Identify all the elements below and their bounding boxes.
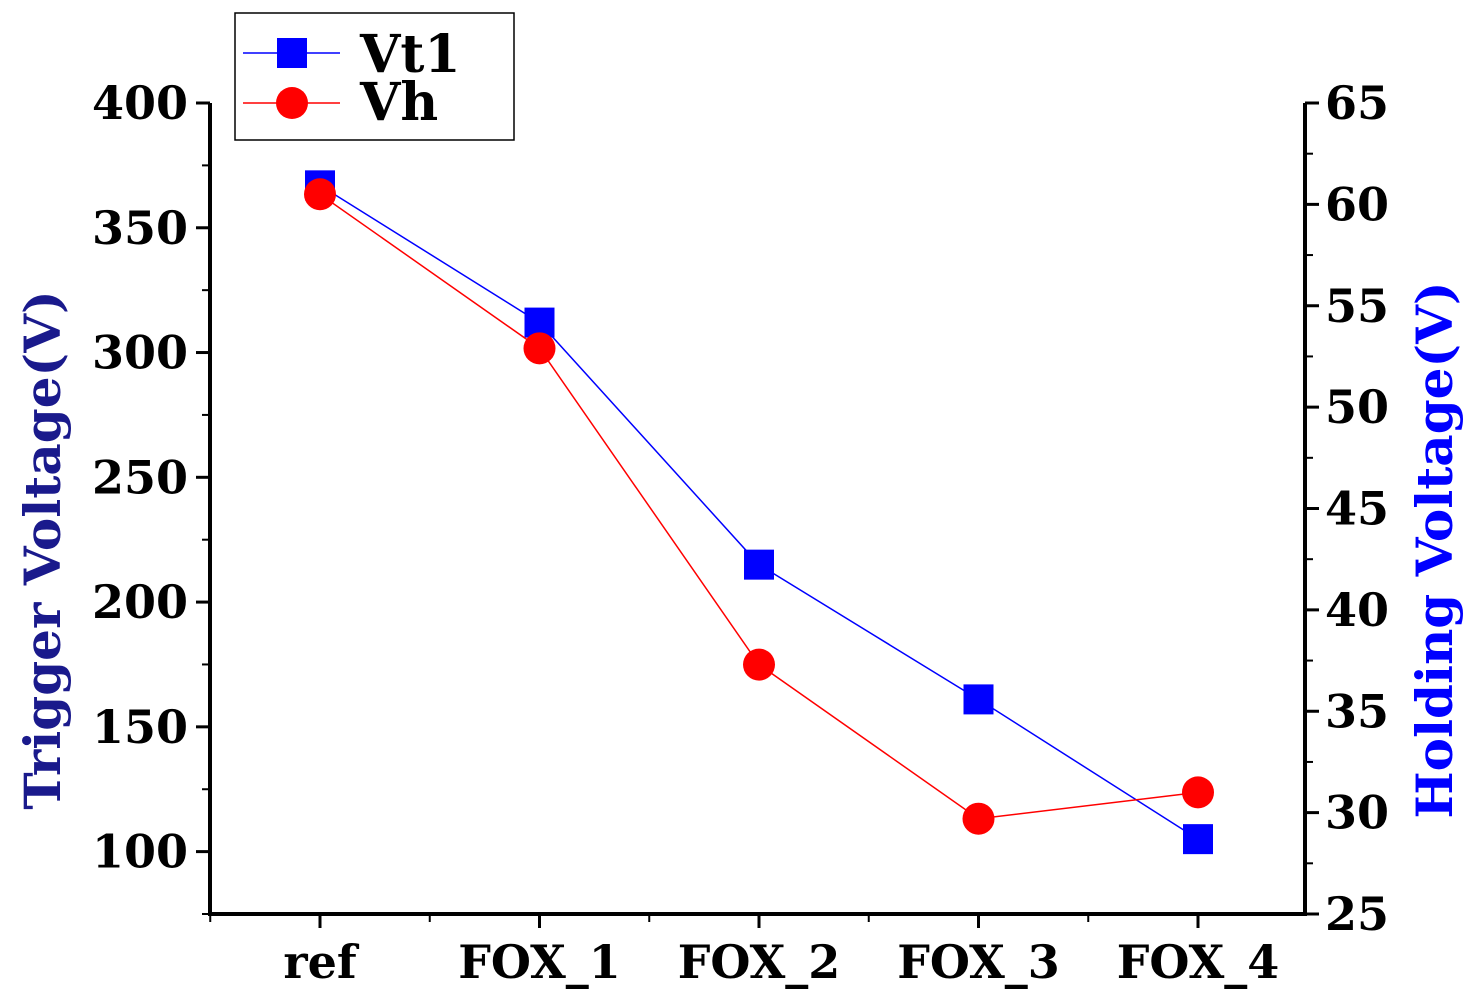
data-point-vh — [743, 648, 775, 681]
left-tick-label: 150 — [92, 700, 188, 754]
data-point-vh — [304, 178, 336, 211]
x-tick-label: FOX_4 — [1117, 935, 1280, 989]
plot-frame — [208, 103, 1307, 916]
x-tick-label: ref — [283, 935, 360, 989]
legend-label-vt1: Vt1 — [359, 24, 461, 85]
data-point-vh — [962, 802, 995, 835]
data-point-vt1 — [1183, 824, 1213, 855]
legend-label-vh: Vh — [359, 72, 438, 133]
right-axis-ticks: 25 30 35 40 45 50 55 60 65 — [1305, 76, 1389, 941]
left-tick-label: 200 — [92, 575, 188, 629]
x-axis-ticks: ref FOX_1 FOX_2 FOX_3 FOX_4 — [209, 914, 1280, 989]
data-point-vh — [1182, 776, 1214, 809]
left-axis-title: Trigger Voltage(V) — [13, 290, 72, 809]
right-tick-label: 65 — [1325, 76, 1389, 130]
right-tick-label: 30 — [1325, 786, 1389, 840]
data-point-vh — [523, 332, 556, 365]
legend-marker-vt1 — [277, 38, 307, 68]
left-tick-label: 100 — [92, 825, 188, 879]
legend-box — [234, 12, 515, 141]
data-point-vt1 — [744, 549, 774, 580]
left-tick-label: 250 — [92, 450, 188, 504]
series-line-vh — [319, 193, 1199, 820]
series-layer — [304, 170, 1214, 855]
x-tick-label: FOX_1 — [458, 935, 621, 989]
left-tick-label: 350 — [92, 201, 188, 255]
left-axis-ticks: 100 150 200 250 300 350 400 — [92, 76, 210, 915]
legend-marker-vh — [276, 87, 308, 119]
right-tick-label: 40 — [1325, 583, 1389, 637]
right-tick-label: 55 — [1325, 279, 1389, 333]
left-tick-label: 300 — [92, 326, 188, 380]
right-tick-label: 50 — [1325, 380, 1389, 434]
right-axis-title: Holding Voltage(V) — [1405, 281, 1464, 818]
right-tick-label: 45 — [1325, 482, 1389, 536]
right-tick-label: 25 — [1325, 887, 1389, 941]
legend: Vt1 Vh — [234, 12, 515, 141]
series-line-vt1 — [319, 184, 1199, 840]
right-tick-label: 35 — [1325, 684, 1389, 738]
right-tick-label: 60 — [1325, 177, 1389, 231]
left-tick-label: 400 — [92, 76, 188, 130]
x-tick-label: FOX_2 — [678, 935, 841, 989]
x-tick-label: FOX_3 — [897, 935, 1060, 989]
data-point-vt1 — [963, 684, 994, 715]
